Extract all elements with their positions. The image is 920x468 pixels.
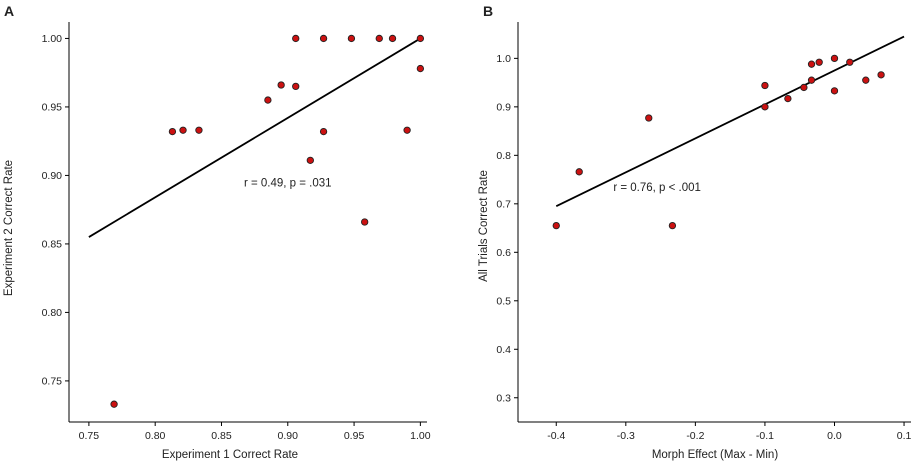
panel-a-y-axis-label: Experiment 2 Correct Rate	[3, 160, 15, 296]
panel-b-y-tick-label: 0.5	[496, 295, 511, 307]
panel-b-y-tick-label: 0.7	[496, 198, 511, 210]
panel-b-regression-line	[555, 35, 905, 208]
panel-a-y-tick-label: 1.00	[42, 33, 63, 45]
panel-b-data-point	[862, 76, 870, 84]
panel-a-data-point	[264, 96, 272, 104]
panel-a-y-tick-label: 0.90	[42, 170, 63, 182]
panel-b-data-point	[761, 81, 769, 90]
panel-a-data-point	[388, 34, 397, 43]
panel-b-x-tick-label: -0.2	[686, 430, 704, 442]
panel-a-y-tick-label: 0.80	[42, 307, 63, 319]
panel-a-data-point	[292, 34, 300, 43]
panel-a-data-point	[319, 34, 328, 43]
panel-b-x-tick-label: 0.0	[827, 430, 842, 442]
panel-a-data-point	[195, 126, 203, 134]
panel-b-data-point	[815, 58, 823, 66]
panel-b-x-tick-label: 0.1	[897, 430, 912, 442]
panel-b-data-point	[575, 168, 583, 176]
panel-a-y-tick-label: 0.75	[42, 375, 63, 387]
panel-a-x-tick-label: 0.85	[211, 430, 232, 442]
panel-b-data-point	[807, 76, 816, 84]
panel-b-data-point	[645, 114, 653, 122]
panel-b-data-point	[552, 221, 560, 230]
panel-a-data-point	[277, 81, 285, 89]
panel-b-x-tick-label: -0.3	[617, 430, 635, 442]
panel-a-data-point	[416, 34, 425, 43]
panel-a-y-tick-label: 0.85	[42, 238, 63, 250]
panel-b-y-tick-label: 1.0	[496, 53, 511, 65]
panel-b-correlation-annotation: r = 0.76, p < .001	[613, 182, 701, 194]
panel-b-y-tick-label: 0.3	[496, 392, 511, 404]
panel-b-data-point	[830, 54, 839, 63]
panel-b-x-tick-label: -0.4	[547, 430, 565, 442]
panel-a-data-point	[168, 127, 177, 136]
panel-a-data-point	[416, 64, 425, 73]
panel-a-data-point	[179, 126, 187, 134]
panel-a-data-point	[361, 218, 369, 226]
panel-b-data-point	[807, 60, 816, 68]
panel-a-x-axis-label: Experiment 1 Correct Rate	[162, 449, 298, 461]
panel-a-x-tick-label: 0.75	[79, 430, 100, 442]
panel-a-data-point	[347, 34, 356, 43]
panel-b-data-point	[784, 94, 792, 103]
panel-b-y-tick-label: 0.8	[496, 150, 511, 162]
panel-b-data-point	[761, 103, 769, 111]
panel-b-y-tick-label: 0.4	[496, 344, 511, 356]
panel-b-x-tick-label: -0.1	[756, 430, 774, 442]
panel-b-data-point	[668, 221, 677, 230]
panel-a-regression-line	[88, 37, 421, 238]
panel-a-data-point	[292, 82, 300, 91]
panel-a-y-tick-label: 0.95	[42, 101, 63, 113]
panel-a-correlation-annotation: r = 0.49, p = .031	[244, 177, 332, 189]
panel-a-x-tick-label: 1.00	[410, 430, 431, 442]
panel-a-data-point	[375, 34, 383, 43]
panel-b-y-axis-label: All Trials Correct Rate	[478, 170, 490, 282]
panel-b-data-point	[877, 71, 885, 79]
panel-b-data-point	[800, 83, 808, 92]
panel-b-y-tick-label: 0.6	[496, 247, 511, 259]
panel-a: A Experiment 1 Correct Rate Experiment 2…	[3, 3, 431, 461]
panel-b-data-point	[846, 58, 854, 66]
panel-a-x-tick-label: 0.95	[344, 430, 365, 442]
panel-b-data-point	[830, 87, 839, 95]
panel-a-x-tick-label: 0.80	[145, 430, 166, 442]
panel-a-data-point	[306, 156, 314, 165]
panel-b-y-tick-label: 0.9	[496, 101, 511, 113]
panel-a-x-tick-label: 0.90	[278, 430, 299, 442]
panel-b-x-axis-label: Morph Effect (Max - Min)	[652, 449, 778, 461]
panel-a-data-point	[110, 400, 118, 408]
panel-b: B Morph Effect (Max - Min) All Trials Co…	[478, 3, 911, 461]
panel-a-letter: A	[4, 3, 14, 19]
panel-a-data-point	[319, 127, 328, 136]
panel-b-letter: B	[483, 3, 493, 19]
panel-a-data-point	[403, 126, 411, 134]
